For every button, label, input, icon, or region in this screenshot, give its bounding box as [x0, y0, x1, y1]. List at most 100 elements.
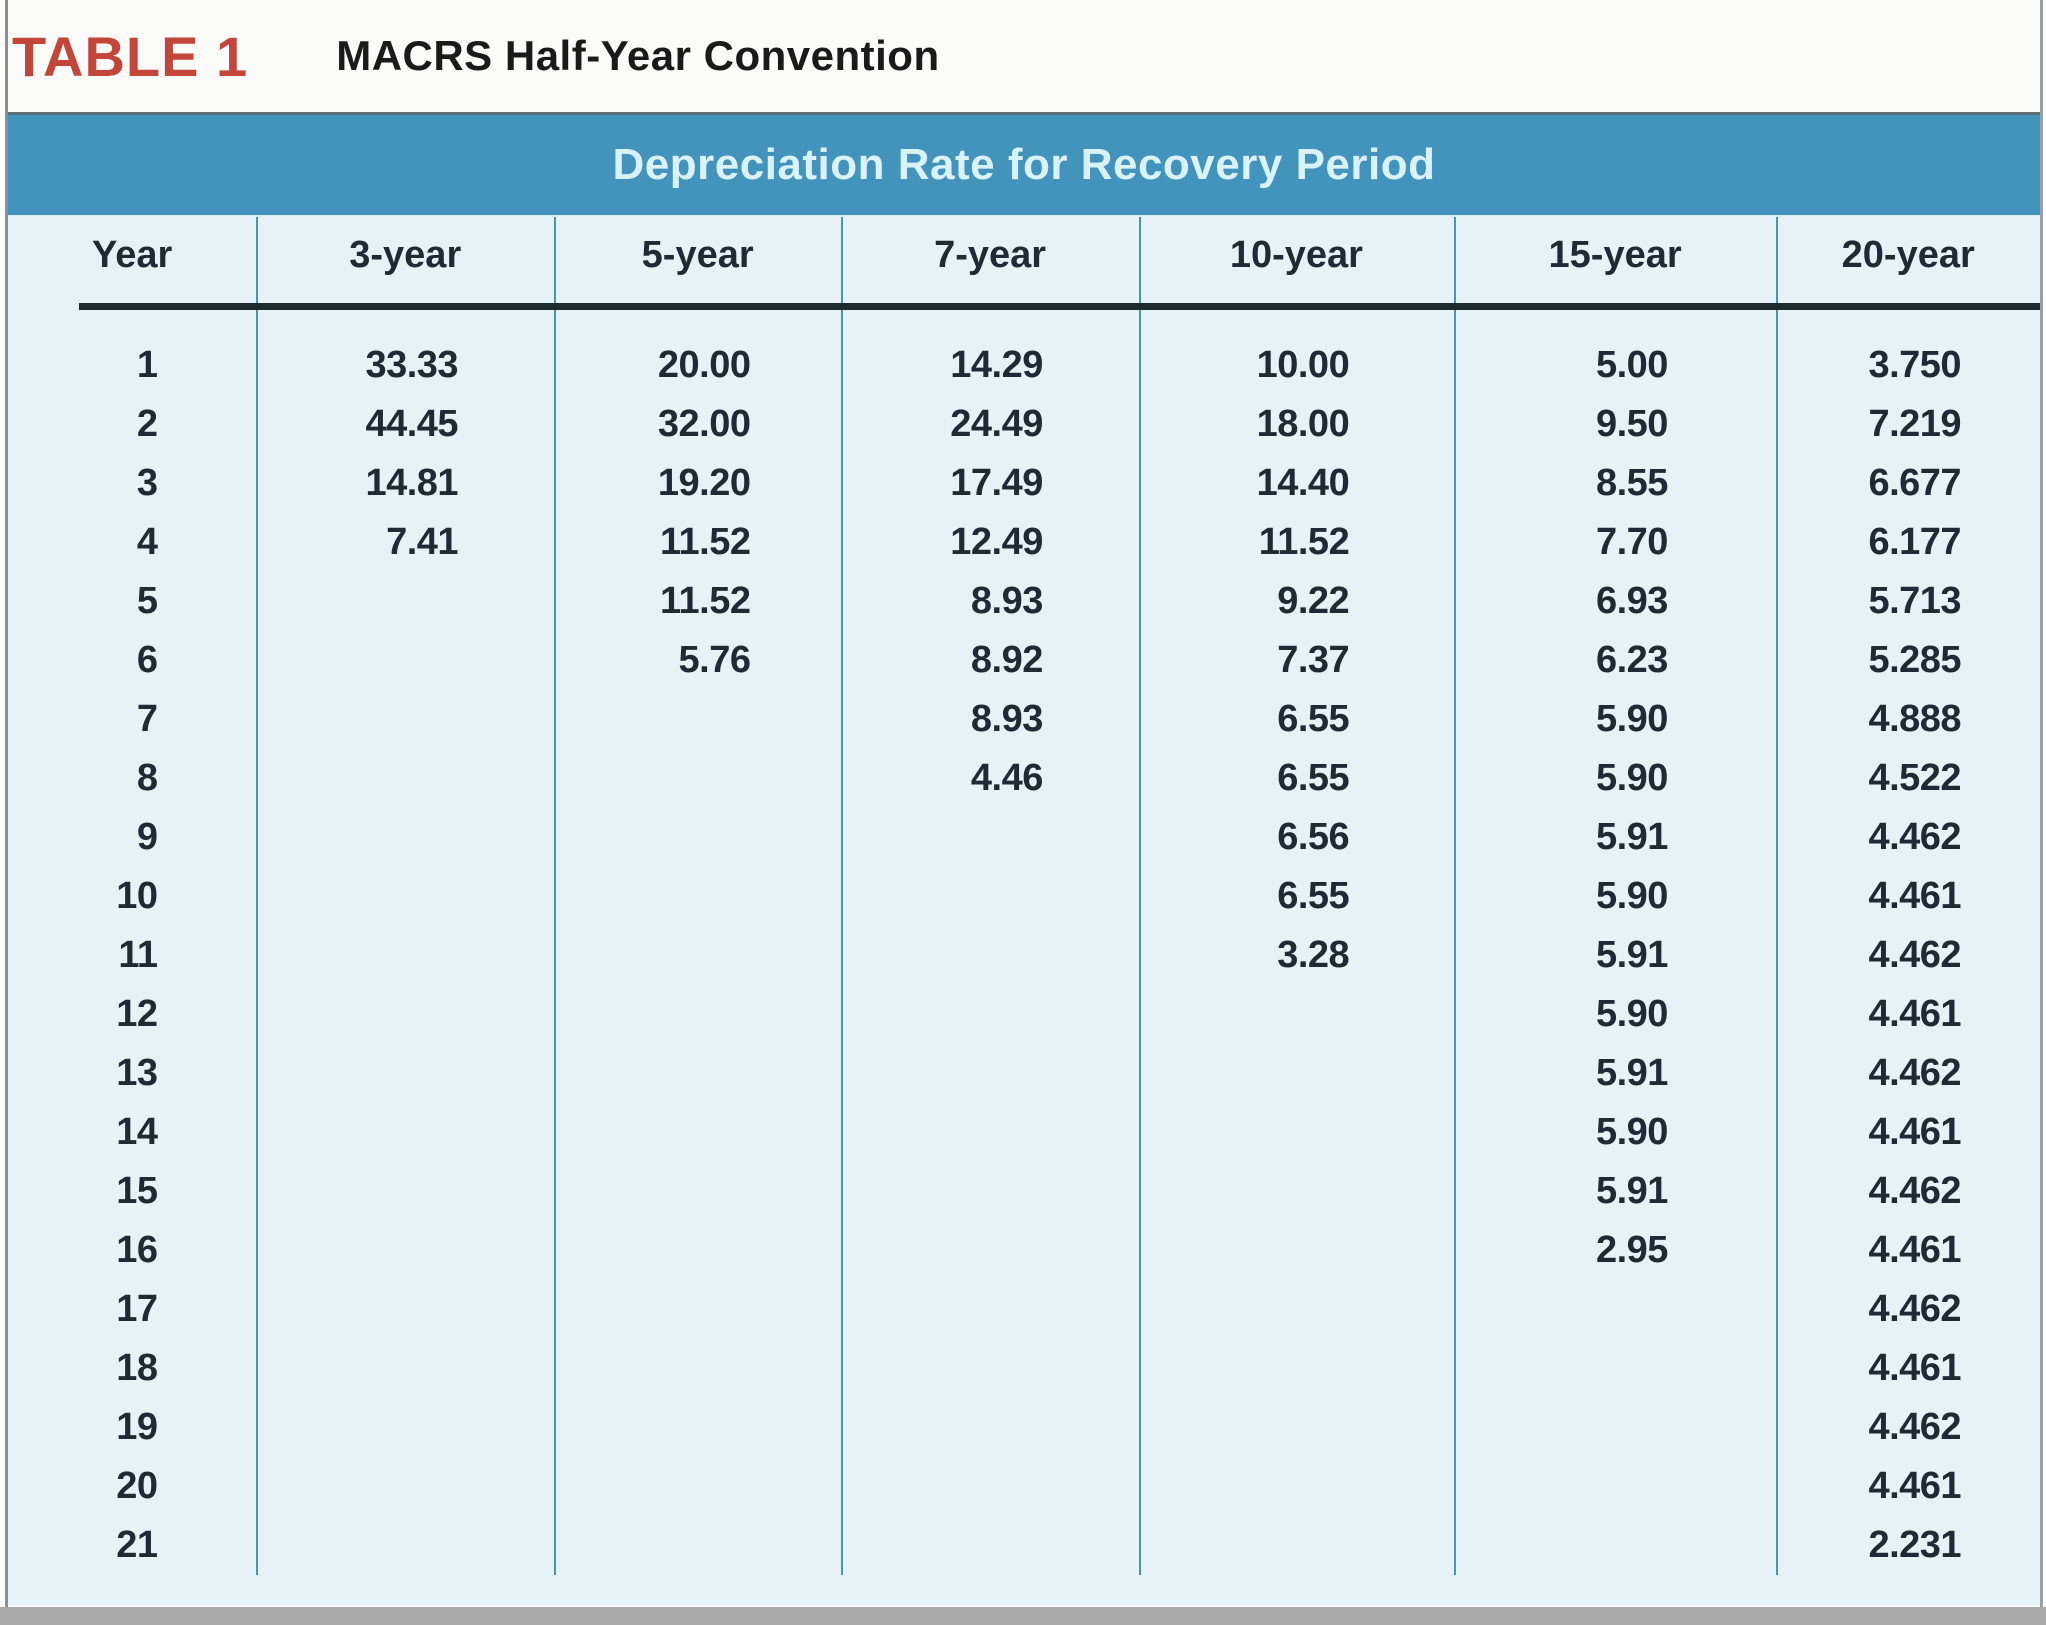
rate-cell: 7.219	[1868, 403, 1962, 445]
year-cell: 21	[116, 1524, 158, 1566]
table-row: 9 6.56 5.91 4.462	[8, 808, 2040, 867]
title-row: TABLE 1 MACRS Half-Year Convention	[8, 0, 2040, 112]
rate-cell: 11.52	[1258, 521, 1350, 563]
year-cell: 10	[116, 875, 158, 917]
rate-cell: 44.45	[365, 403, 459, 445]
column-header-5-year: 5-year	[641, 234, 754, 276]
column-divider	[841, 217, 844, 1575]
year-cell: 4	[136, 521, 158, 563]
table-row: 10 6.55 5.90 4.461	[8, 867, 2040, 926]
rate-cell: 5.91	[1595, 1170, 1668, 1212]
rate-cell: 3.28	[1277, 934, 1350, 976]
column-divider	[1139, 217, 1141, 1575]
rate-cell: 11.52	[659, 580, 751, 622]
year-cell: 20	[116, 1465, 158, 1507]
rate-cell: 8.92	[970, 639, 1043, 681]
rate-cell: 5.90	[1595, 1111, 1668, 1153]
rate-cell: 18.00	[1256, 403, 1350, 445]
rate-cell: 5.285	[1868, 639, 1962, 681]
rate-cell: 6.677	[1868, 462, 1962, 504]
rate-cell: 5.90	[1595, 875, 1668, 917]
table-row: 11 3.28 5.91 4.462	[8, 926, 2040, 985]
scan-edge-bar	[0, 1607, 2046, 1625]
table-body: 1 33.33 20.00 14.29 10.00 5.00 3.750 2 44.45 32.0…	[8, 310, 2040, 1575]
column-header-7-year: 7-year	[934, 234, 1047, 276]
year-cell: 17	[116, 1288, 158, 1330]
column-header-year: Year	[91, 234, 173, 276]
header-rule	[79, 303, 2040, 310]
rate-cell: 3.750	[1868, 344, 1962, 386]
rate-cell: 4.522	[1868, 757, 1962, 799]
year-cell: 16	[116, 1229, 158, 1271]
table-sheet: TABLE 1 MACRS Half-Year Convention Depre…	[5, 0, 2043, 1607]
band-header: Depreciation Rate for Recovery Period	[8, 112, 2040, 215]
rate-cell: 19.20	[657, 462, 751, 504]
rate-cell: 7.41	[386, 521, 459, 563]
rate-cell: 6.23	[1595, 639, 1668, 681]
rate-cell: 24.49	[950, 403, 1043, 445]
rate-cell: 20.00	[657, 344, 751, 386]
rate-cell: 14.81	[365, 462, 459, 504]
table-row: 5 11.52 8.93 9.22 6.93 5.713	[8, 572, 2040, 631]
table-row: 17 4.462	[8, 1280, 2040, 1339]
table-row: 7 8.93 6.55 5.90 4.888	[8, 690, 2040, 749]
year-cell: 18	[116, 1347, 158, 1389]
column-divider	[1776, 217, 1779, 1575]
rate-cell: 6.93	[1595, 580, 1668, 622]
year-cell: 7	[136, 698, 158, 740]
rate-cell: 17.49	[950, 462, 1043, 504]
rate-cell: 4.461	[1868, 1229, 1962, 1271]
table-row: 21 2.231	[8, 1516, 2040, 1575]
rate-cell: 4.462	[1868, 1170, 1962, 1212]
rate-cell: 4.888	[1868, 698, 1962, 740]
table-caption: MACRS Half-Year Convention	[336, 32, 940, 79]
column-header-3-year: 3-year	[349, 234, 462, 276]
column-header-10-year: 10-year	[1229, 234, 1363, 276]
year-cell: 1	[136, 344, 158, 386]
table-label: TABLE 1	[12, 24, 249, 88]
table-row: 14 5.90 4.461	[8, 1103, 2040, 1162]
table-row: 3 14.81 19.20 17.49 14.40 8.55 6.677	[8, 454, 2040, 513]
year-cell: 11	[118, 934, 158, 976]
rate-cell: 4.461	[1868, 1465, 1962, 1507]
band-title: Depreciation Rate for Recovery Period	[612, 140, 1436, 189]
rate-cell: 6.177	[1868, 521, 1962, 563]
rate-cell: 4.46	[970, 757, 1043, 799]
rate-cell: 14.40	[1256, 462, 1350, 504]
year-cell: 12	[116, 993, 158, 1035]
rate-cell: 6.55	[1277, 757, 1350, 799]
table-row: 2 44.45 32.00 24.49 18.00 9.50 7.219	[8, 395, 2040, 454]
column-divider	[256, 217, 259, 1575]
rate-cell: 7.37	[1277, 639, 1350, 681]
rate-cell: 32.00	[657, 403, 751, 445]
year-cell: 19	[116, 1406, 158, 1448]
table-row: 13 5.91 4.462	[8, 1044, 2040, 1103]
year-cell: 15	[116, 1170, 158, 1212]
table-row: 15 5.91 4.462	[8, 1162, 2040, 1221]
rate-cell: 5.91	[1595, 934, 1668, 976]
rate-cell: 5.90	[1595, 993, 1668, 1035]
rate-cell: 9.50	[1595, 403, 1668, 445]
rate-cell: 12.49	[950, 521, 1043, 563]
rate-cell: 4.462	[1868, 934, 1962, 976]
rate-cell: 9.22	[1277, 580, 1350, 622]
table-row: 4 7.41 11.52 12.49 11.52 7.70 6.177	[8, 513, 2040, 572]
rate-cell: 8.55	[1595, 462, 1668, 504]
macrs-table: Year 3-year 5-year 7-year 10-year 15-yea…	[8, 215, 2040, 1605]
table-row: 6 5.76 8.92 7.37 6.23 5.285	[8, 631, 2040, 690]
rate-cell: 6.55	[1277, 875, 1350, 917]
rate-cell: 2.95	[1595, 1229, 1668, 1271]
rate-cell: 4.461	[1868, 1347, 1962, 1389]
year-cell: 14	[116, 1111, 158, 1153]
column-header-15-year: 15-year	[1548, 234, 1682, 276]
column-header-20-year: 20-year	[1841, 234, 1975, 276]
rate-cell: 6.55	[1277, 698, 1350, 740]
rate-cell: 11.52	[659, 521, 751, 563]
year-cell: 8	[136, 757, 158, 799]
column-divider	[554, 217, 557, 1575]
rate-cell: 4.461	[1868, 993, 1962, 1035]
table-row: 1 33.33 20.00 14.29 10.00 5.00 3.750	[8, 336, 2040, 395]
rate-cell: 33.33	[365, 344, 459, 386]
rate-cell: 5.91	[1595, 816, 1668, 858]
